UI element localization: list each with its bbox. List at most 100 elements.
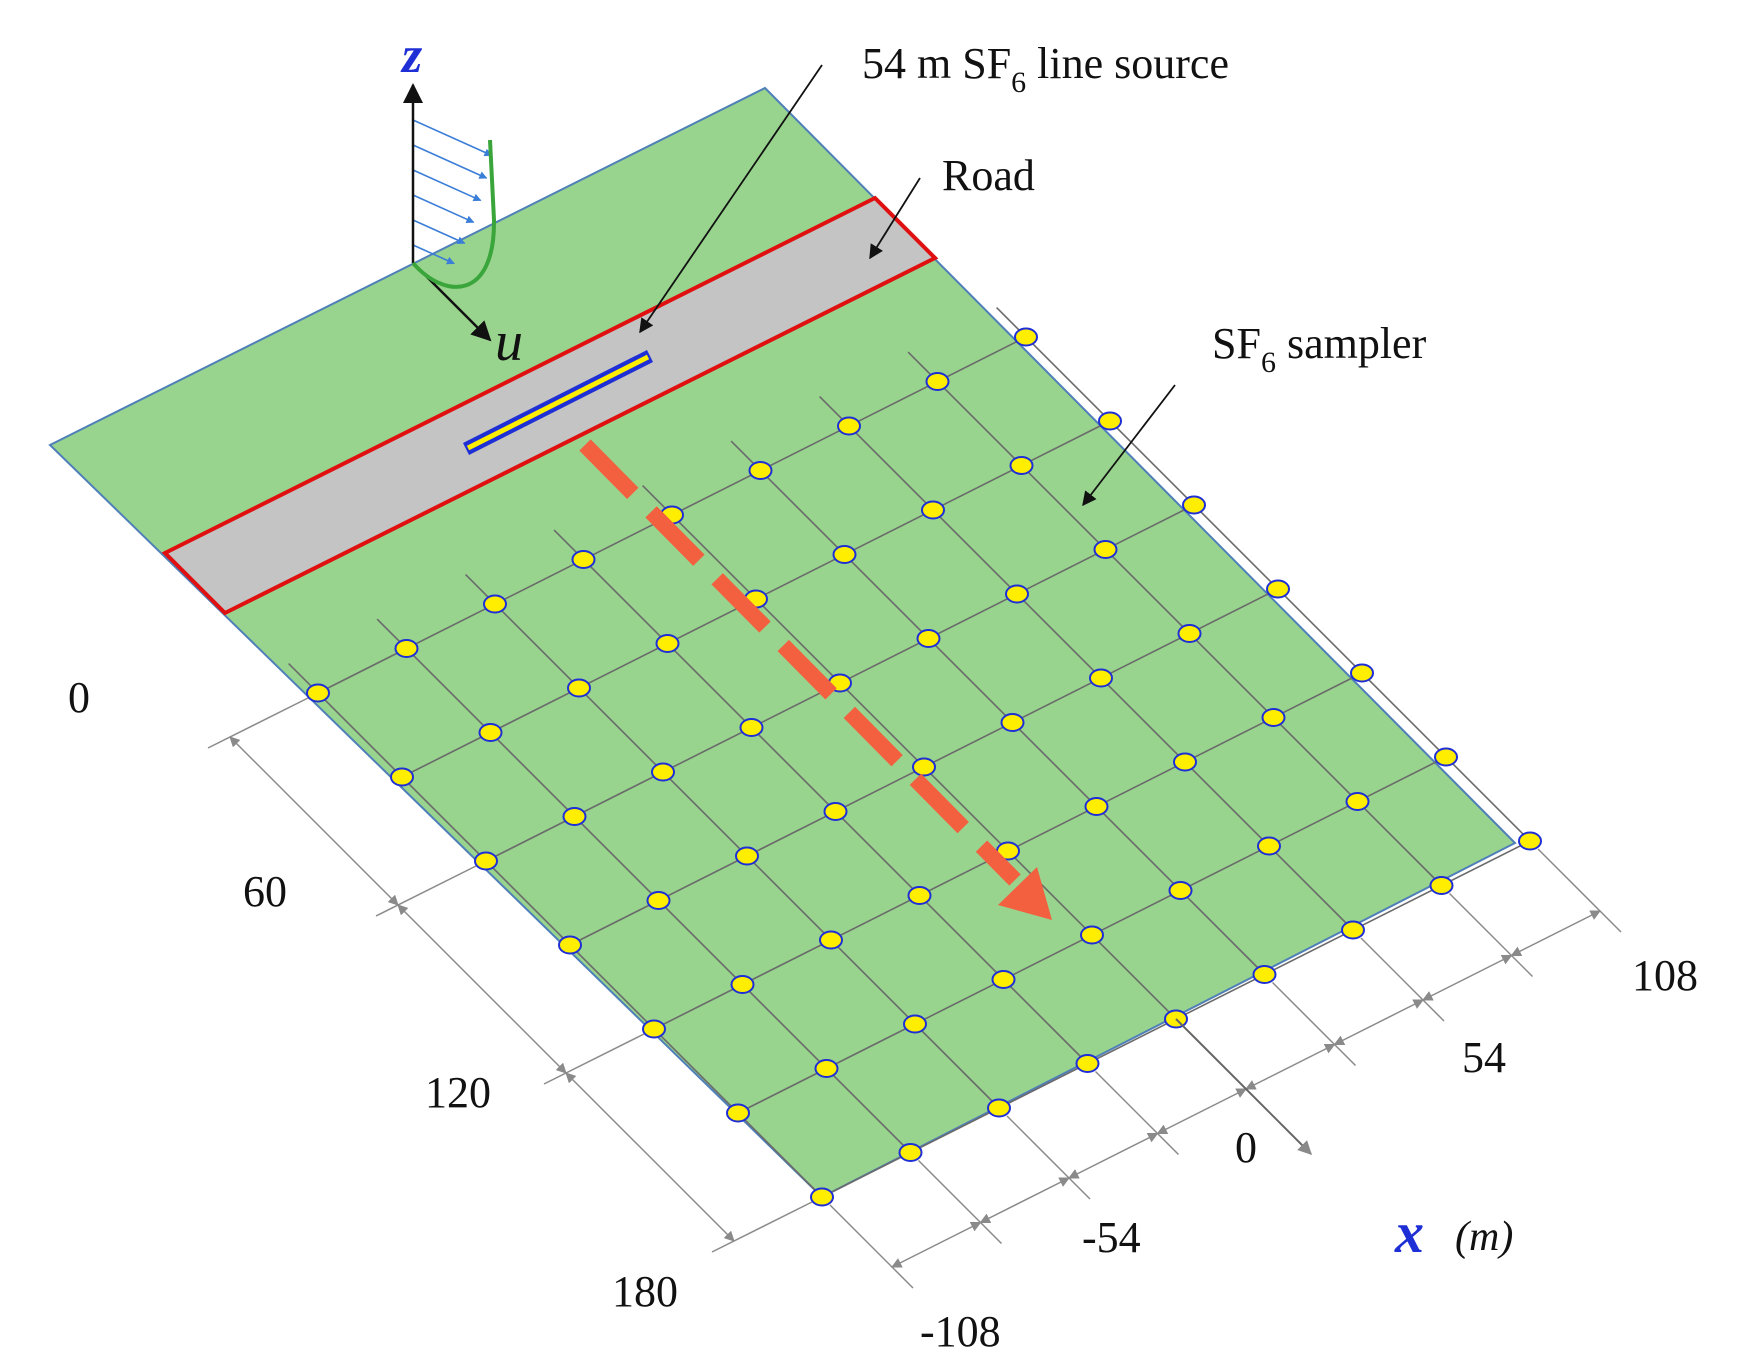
y-tick-60: 60 — [243, 867, 287, 916]
sf6-sampler — [735, 846, 759, 866]
sf6-sampler — [810, 1187, 834, 1207]
sf6-sampler — [1084, 797, 1109, 816]
dimension-extension — [1271, 981, 1357, 1067]
dimension-segment — [1422, 954, 1513, 1001]
y-tick-120: 120 — [425, 1068, 491, 1117]
sf6-sampler — [739, 718, 764, 737]
wind-profile-inset: z u — [400, 27, 523, 373]
sf6-sampler — [1434, 747, 1458, 767]
sf6-sampler — [832, 545, 857, 564]
velocity-vector — [412, 244, 455, 265]
y-tick-180: 180 — [612, 1267, 678, 1316]
dimension-segment — [1156, 1088, 1247, 1135]
sf6-sampler — [1252, 965, 1277, 984]
sf6-sampler — [726, 1103, 750, 1123]
sf6-sampler — [306, 683, 330, 703]
sf6-sampler — [1173, 752, 1197, 772]
sf6-sampler — [1182, 495, 1206, 515]
sf6-sampler — [1345, 792, 1370, 811]
dimension-extension — [1448, 892, 1534, 978]
velocity-vector — [412, 219, 466, 244]
sf6-sampler — [1341, 920, 1365, 940]
sf6-sampler — [1075, 1054, 1100, 1073]
sf6-sampler — [730, 975, 755, 994]
dimension-segment — [891, 1221, 982, 1268]
velocity-vector — [412, 169, 482, 202]
sf6-sampler — [474, 851, 498, 871]
sf6-sampler — [903, 1014, 927, 1034]
sf6-sampler — [567, 678, 591, 698]
sf6-sampler — [1261, 708, 1286, 727]
wind-direction-arrow — [579, 439, 1052, 920]
sf6-sampler — [912, 757, 936, 777]
sf6-sampler — [1005, 584, 1029, 604]
callout-leaders — [639, 64, 1176, 507]
y-tick-0: 0 — [68, 673, 90, 722]
dimension-segment — [1510, 910, 1601, 957]
sf6-sampler — [1080, 925, 1104, 945]
velocity-hatch — [412, 119, 493, 265]
sf6-sampler — [1014, 327, 1038, 347]
sf6-sampler — [1257, 836, 1281, 856]
sf6-sampler — [907, 886, 932, 905]
sf6-sampler — [571, 550, 596, 569]
z-axis-label: z — [400, 27, 423, 84]
dimension-segment — [1245, 1043, 1336, 1090]
dimension-extension — [1537, 848, 1622, 933]
sf6-sampler — [991, 970, 1016, 989]
x-tick-m54: -54 — [1082, 1213, 1141, 1262]
x-tick-108: 108 — [1632, 951, 1698, 1000]
sf6-sampler — [1098, 411, 1122, 431]
x-axis-unit: (m) — [1455, 1214, 1513, 1260]
sf6-sampler — [478, 723, 503, 742]
sf6-sampler — [921, 500, 945, 520]
x-tick-0: 0 — [1235, 1123, 1257, 1172]
sampler-label: SF6 sampler — [1212, 319, 1427, 379]
line-source-label: 54 m SF6 line source — [862, 39, 1229, 99]
dimension-extension — [207, 697, 309, 749]
dimension-extension — [1360, 937, 1445, 1022]
sf6-sampler — [814, 1059, 839, 1078]
sf6-sampler — [646, 891, 671, 910]
dimension-extension — [711, 1201, 813, 1253]
road-label: Road — [942, 151, 1035, 200]
dimension-extension — [1006, 1115, 1091, 1200]
x-axis-arrow — [1175, 1018, 1312, 1155]
sf6-sampler — [1518, 831, 1542, 851]
sf6-sampler — [837, 416, 861, 436]
dimension-segment — [1068, 1132, 1159, 1179]
dimension-lines — [207, 697, 1622, 1289]
dimension-segment — [565, 1072, 735, 1242]
u-axis-label: u — [495, 311, 523, 373]
sf6-sampler — [1177, 624, 1202, 643]
velocity-vector — [412, 144, 488, 179]
sf6-sampler — [1093, 540, 1118, 559]
sf6-sampler — [1168, 881, 1193, 900]
dimension-extension — [375, 865, 477, 917]
sf6-sampler — [1266, 579, 1290, 599]
sf6-sampler — [483, 594, 507, 614]
sf6-sampler — [925, 372, 950, 391]
sf6-sampler — [1350, 663, 1374, 683]
line-source-core — [466, 354, 650, 451]
dimension-segment — [1333, 999, 1424, 1046]
sf6-sampler — [394, 639, 419, 658]
dimension-segment — [229, 736, 399, 906]
sf6-sampler — [642, 1019, 666, 1039]
velocity-vector — [412, 194, 475, 224]
sf6-sampler — [898, 1143, 923, 1162]
sf6-sampler — [1429, 876, 1454, 895]
sf6-sampler — [562, 807, 587, 826]
sf6-sampler — [819, 930, 843, 950]
sf6-sampler — [558, 935, 582, 955]
sf6-sampler — [1000, 713, 1025, 732]
sf6-sampler — [655, 634, 680, 653]
dimension-extension — [543, 1033, 645, 1085]
velocity-vector — [412, 119, 493, 157]
dimension-extension — [917, 1159, 1003, 1245]
sf6-sampler — [1089, 668, 1113, 688]
dimension-extension — [1094, 1070, 1180, 1156]
sf6-sampler — [987, 1098, 1011, 1118]
sf6-sampler — [390, 767, 414, 787]
